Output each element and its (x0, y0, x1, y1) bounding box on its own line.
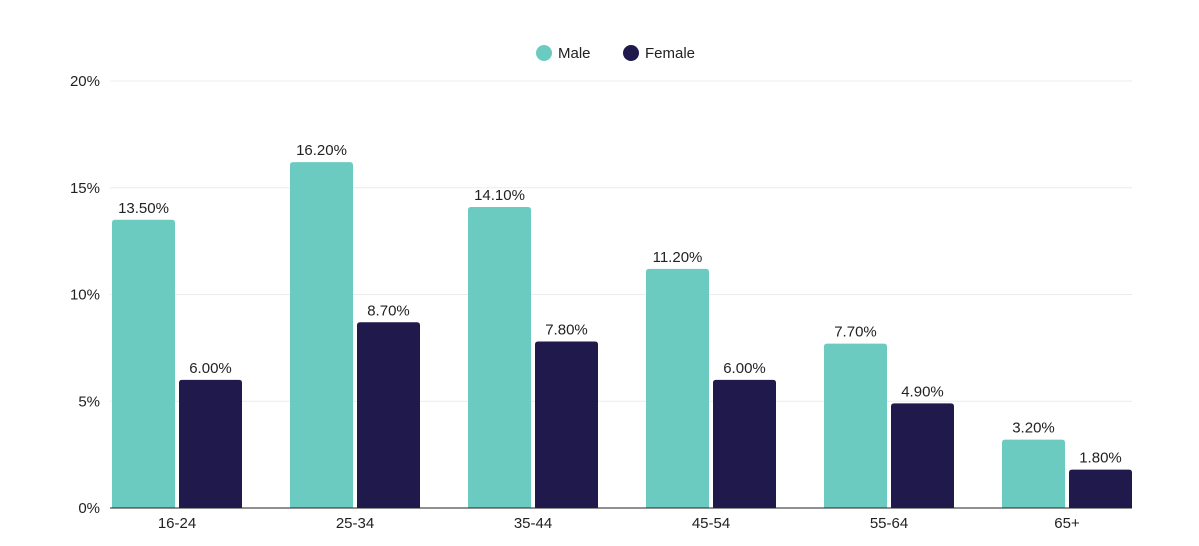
y-tick-label: 10% (70, 287, 100, 304)
legend-label: Male (558, 45, 591, 62)
bar-female (713, 379, 776, 508)
bar-female (891, 403, 954, 508)
x-tick-label: 35-44 (514, 515, 552, 532)
bar-male (112, 219, 175, 508)
bar-male (824, 343, 887, 508)
bar-male (468, 206, 531, 508)
bar-female (357, 322, 420, 508)
legend-marker-male (536, 45, 552, 61)
data-label: 4.90% (901, 383, 944, 400)
y-tick-label: 15% (70, 180, 100, 197)
y-tick-label: 0% (78, 500, 100, 517)
bar-male (646, 268, 709, 508)
x-tick-label: 55-64 (870, 515, 908, 532)
legend-marker-female (623, 45, 639, 61)
x-tick-label: 45-54 (692, 515, 730, 532)
x-tick-label: 65+ (1054, 515, 1080, 532)
data-label: 16.20% (296, 142, 347, 159)
x-tick-label: 16-24 (158, 515, 196, 532)
data-label: 13.50% (118, 200, 169, 217)
y-tick-label: 20% (70, 73, 100, 90)
legend-label: Female (645, 45, 695, 62)
data-label: 6.00% (723, 360, 766, 377)
data-label: 14.10% (474, 187, 525, 204)
bar-male (290, 162, 353, 508)
data-label: 11.20% (653, 249, 703, 266)
x-tick-label: 25-34 (336, 515, 374, 532)
bar-female (179, 379, 242, 508)
data-label: 7.80% (545, 321, 588, 338)
data-label: 8.70% (367, 302, 410, 319)
bar-female (535, 341, 598, 508)
bar-male (1002, 439, 1065, 508)
data-label: 1.80% (1079, 450, 1122, 467)
data-label: 3.20% (1012, 420, 1055, 437)
bar-female (1069, 469, 1132, 508)
data-label: 6.00% (189, 360, 232, 377)
y-tick-label: 5% (78, 393, 100, 410)
data-label: 7.70% (834, 324, 877, 341)
